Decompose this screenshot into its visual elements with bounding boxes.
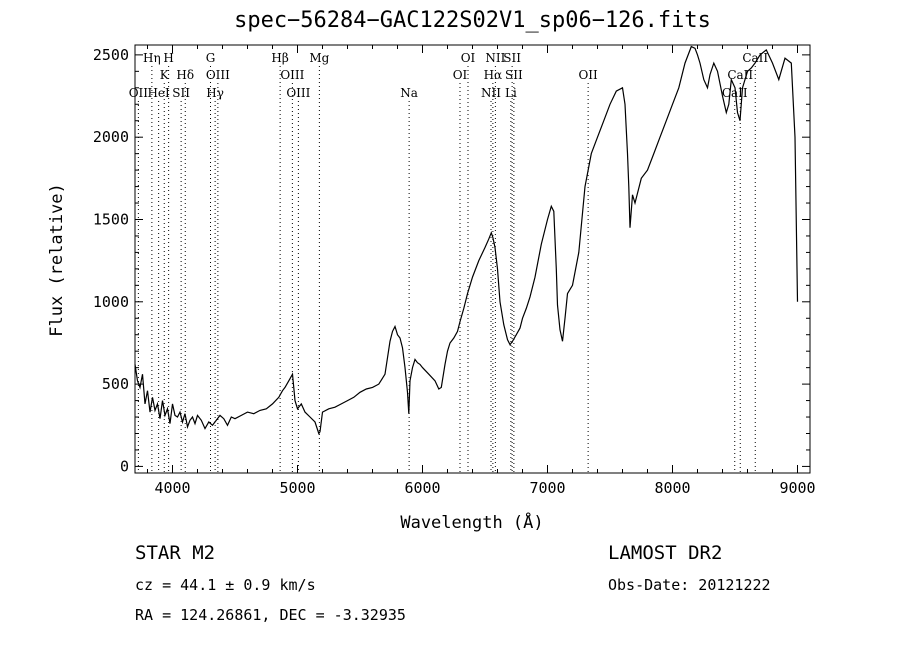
plot-frame bbox=[134, 44, 811, 474]
y-tick-label: 1500 bbox=[93, 210, 129, 228]
axis-ticks: 4000 5000 6000 7000 8000 9000 0 500 1000 1500 2000… bbox=[93, 45, 816, 497]
line-label: HeI bbox=[147, 86, 170, 100]
line-label: OI bbox=[453, 68, 468, 82]
x-axis-label: Wavelength (Å) bbox=[400, 511, 543, 533]
line-label: OIII bbox=[286, 86, 310, 100]
coordinates: RA = 124.26861, DEC = -3.32935 bbox=[135, 606, 406, 624]
line-label: Hη bbox=[143, 51, 161, 65]
line-label: G bbox=[206, 51, 216, 65]
x-tick-label: 5000 bbox=[279, 479, 315, 497]
line-label: CaII bbox=[742, 51, 768, 65]
line-label: OII bbox=[578, 68, 598, 82]
line-label: NII bbox=[485, 51, 505, 65]
line-label: OI bbox=[461, 51, 476, 65]
x-tick-label: 6000 bbox=[404, 479, 440, 497]
line-label: Mg bbox=[309, 51, 329, 65]
y-tick-label: 2500 bbox=[93, 46, 129, 64]
x-tick-label: 7000 bbox=[529, 479, 565, 497]
survey-name: LAMOST DR2 bbox=[608, 542, 723, 564]
line-label: SII bbox=[503, 51, 521, 65]
y-tick-label: 0 bbox=[120, 457, 129, 475]
line-label: K bbox=[160, 68, 170, 82]
line-label: SII bbox=[172, 86, 190, 100]
line-label: Li bbox=[505, 86, 517, 100]
line-label: NII bbox=[481, 86, 501, 100]
line-label: H bbox=[163, 51, 173, 65]
y-tick-label: 2000 bbox=[93, 128, 129, 146]
x-tick-label: 9000 bbox=[779, 479, 815, 497]
obs-date: Obs-Date: 20121222 bbox=[608, 576, 771, 594]
line-label: OIII bbox=[280, 68, 304, 82]
line-label: OIII bbox=[206, 68, 230, 82]
y-axis-label: Flux (relative) bbox=[47, 183, 67, 337]
line-label: Na bbox=[400, 86, 418, 100]
chart-title: spec−56284−GAC122S02V1_sp06−126.fits bbox=[234, 8, 711, 33]
line-label: Hβ bbox=[271, 51, 288, 65]
line-label: Hδ bbox=[176, 68, 194, 82]
spectrum-line bbox=[134, 45, 799, 435]
x-tick-label: 8000 bbox=[654, 479, 690, 497]
y-tick-label: 1000 bbox=[93, 293, 129, 311]
line-label: Hγ bbox=[206, 86, 224, 100]
x-tick-label: 4000 bbox=[154, 479, 190, 497]
line-label: SII bbox=[505, 68, 523, 82]
line-label: OII bbox=[129, 86, 149, 100]
line-label: Hα bbox=[484, 68, 503, 82]
object-class: STAR M2 bbox=[135, 542, 216, 564]
y-tick-label: 500 bbox=[102, 375, 129, 393]
redshift-readout: cz = 44.1 ± 0.9 km/s bbox=[135, 576, 316, 594]
